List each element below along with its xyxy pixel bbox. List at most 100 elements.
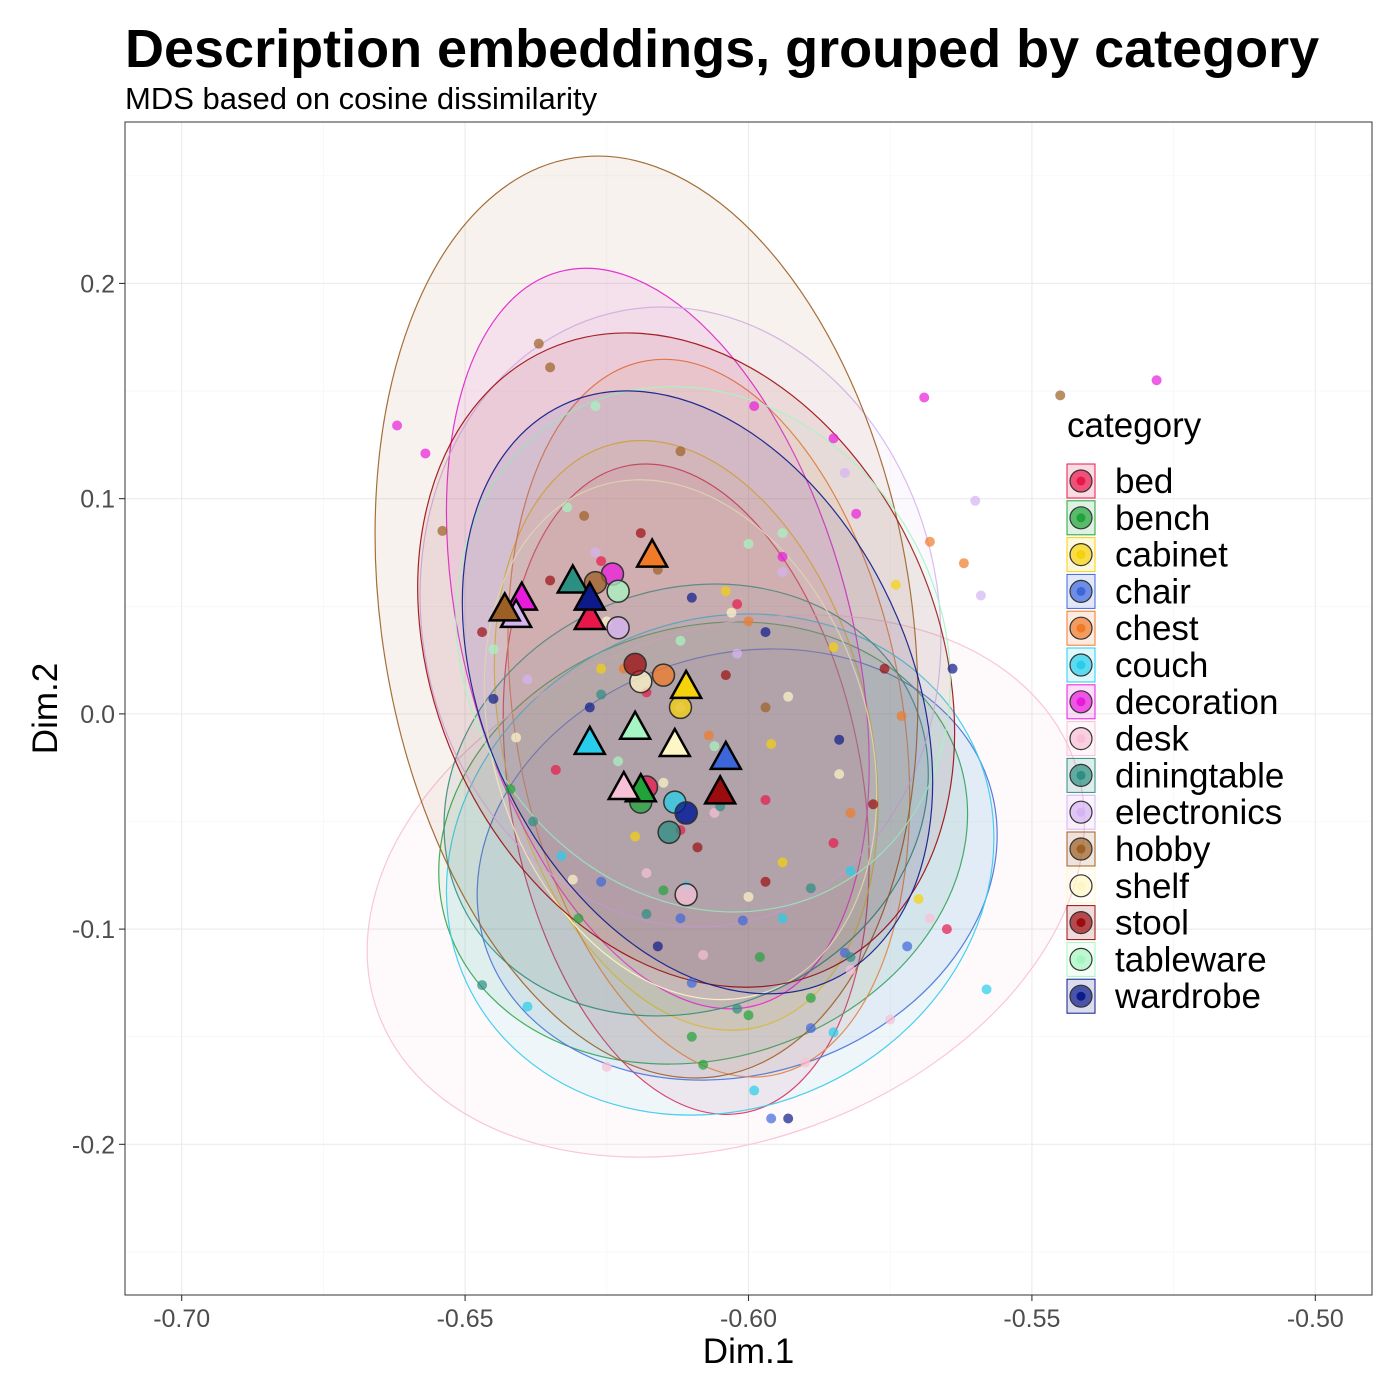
legend-item-wardrobe: wardrobe xyxy=(1066,977,1261,1016)
point-decoration xyxy=(919,392,930,403)
legend-item-cabinet: cabinet xyxy=(1066,536,1228,575)
legend-item-chair: chair xyxy=(1066,572,1191,611)
x-tick-label: -0.50 xyxy=(1287,1305,1344,1333)
point-wardrobe xyxy=(760,627,771,638)
centroid-circle-stool xyxy=(623,652,647,677)
y-tick-label: 0.2 xyxy=(80,270,115,298)
point-couch xyxy=(981,984,992,995)
point-bench xyxy=(505,784,516,795)
point-decoration xyxy=(749,401,760,412)
legend-label: diningtable xyxy=(1115,756,1284,795)
centroid-triangle-shelf xyxy=(657,726,692,758)
y-tick-label: 0.0 xyxy=(80,701,115,729)
point-bench xyxy=(743,1010,754,1021)
chart-subtitle: MDS based on cosine dissimilarity xyxy=(125,81,598,116)
centroid-triangle-chest xyxy=(635,537,670,568)
centroid-triangle-diningtable xyxy=(555,562,590,594)
point-tableware xyxy=(562,502,573,513)
legend-key-dot xyxy=(1076,881,1086,891)
point-electronics xyxy=(522,674,533,685)
point-bed xyxy=(760,794,771,805)
point-electronics xyxy=(970,495,981,506)
legend-key-dot xyxy=(1076,476,1086,486)
chart-title: Description embeddings, grouped by categ… xyxy=(125,19,1320,79)
point-chest xyxy=(896,711,907,722)
legend-item-desk: desk xyxy=(1066,720,1189,759)
point-chair xyxy=(805,1023,816,1034)
legend-key-dot xyxy=(1076,697,1086,707)
legend-item-bed: bed xyxy=(1066,462,1173,501)
legend-label: tableware xyxy=(1115,940,1267,979)
point-desk xyxy=(698,949,709,960)
legend-key-dot xyxy=(1076,770,1086,780)
point-couch xyxy=(522,1001,533,1012)
point-shelf xyxy=(743,891,754,902)
legend-key-dot xyxy=(1076,918,1086,928)
point-electronics xyxy=(732,648,743,659)
ellipse-chest xyxy=(507,358,911,1078)
point-couch xyxy=(777,913,788,924)
point-tableware xyxy=(675,635,686,646)
centroid-circle-desk xyxy=(674,882,698,907)
legend-title: category xyxy=(1067,406,1202,445)
point-electronics xyxy=(975,590,986,601)
point-shelf xyxy=(726,607,737,618)
point-bed xyxy=(828,838,839,849)
legend-key-dot xyxy=(1076,954,1086,964)
centroid-triangle-tableware xyxy=(618,709,653,741)
point-chest xyxy=(924,536,935,547)
point-tableware xyxy=(488,644,499,655)
point-shelf xyxy=(834,769,845,780)
point-chest xyxy=(845,807,856,818)
x-tick-label: -0.65 xyxy=(437,1305,494,1333)
point-couch xyxy=(845,865,856,876)
point-diningtable xyxy=(528,816,539,827)
point-decoration xyxy=(392,420,403,431)
point-chair xyxy=(766,1113,777,1124)
point-bench xyxy=(686,1031,697,1042)
point-shelf xyxy=(511,732,522,743)
centroid-markers xyxy=(487,537,743,907)
legend-item-decoration: decoration xyxy=(1066,683,1278,722)
centroid-triangle-wardrobe xyxy=(572,580,607,611)
point-bed xyxy=(596,556,607,567)
legend-label: shelf xyxy=(1115,867,1189,906)
point-shelf xyxy=(783,691,794,702)
centroid-circle-cabinet xyxy=(668,695,693,720)
point-tableware xyxy=(709,741,720,752)
point-diningtable xyxy=(732,1003,743,1014)
point-desk xyxy=(709,807,720,818)
legend-label: chest xyxy=(1115,609,1199,648)
point-cabinet xyxy=(777,857,788,868)
point-electronics xyxy=(839,467,850,478)
legend-item-tableware: tableware xyxy=(1066,940,1267,979)
point-decoration xyxy=(851,508,862,519)
centroid-triangle-chair xyxy=(708,739,743,771)
point-electronics xyxy=(590,547,601,558)
point-stool xyxy=(868,799,879,810)
legend-key-dot xyxy=(1076,734,1086,744)
point-chest xyxy=(743,616,754,627)
legend-item-chest: chest xyxy=(1066,609,1199,648)
legend-label: desk xyxy=(1115,720,1189,759)
legend-item-bench: bench xyxy=(1066,499,1210,538)
x-tick-label: -0.70 xyxy=(153,1305,210,1333)
centroid-triangle-desk xyxy=(606,769,641,801)
point-stool xyxy=(720,670,731,681)
point-diningtable xyxy=(641,909,652,920)
legend-item-hobby: hobby xyxy=(1066,830,1211,869)
legend-label: bed xyxy=(1115,462,1173,501)
point-chair xyxy=(737,915,748,926)
y-axis-title: Dim.2 xyxy=(26,663,65,754)
legend-item-couch: couch xyxy=(1066,646,1208,685)
legend-key-dot xyxy=(1076,586,1086,596)
point-hobby xyxy=(760,702,771,713)
centroid-circle-chest xyxy=(651,663,676,687)
legend-item-electronics: electronics xyxy=(1066,793,1282,832)
point-couch xyxy=(749,1085,760,1096)
centroid-triangle-bed xyxy=(572,599,607,631)
point-chest xyxy=(703,730,714,741)
point-cabinet xyxy=(828,642,839,653)
point-wardrobe xyxy=(488,693,499,704)
